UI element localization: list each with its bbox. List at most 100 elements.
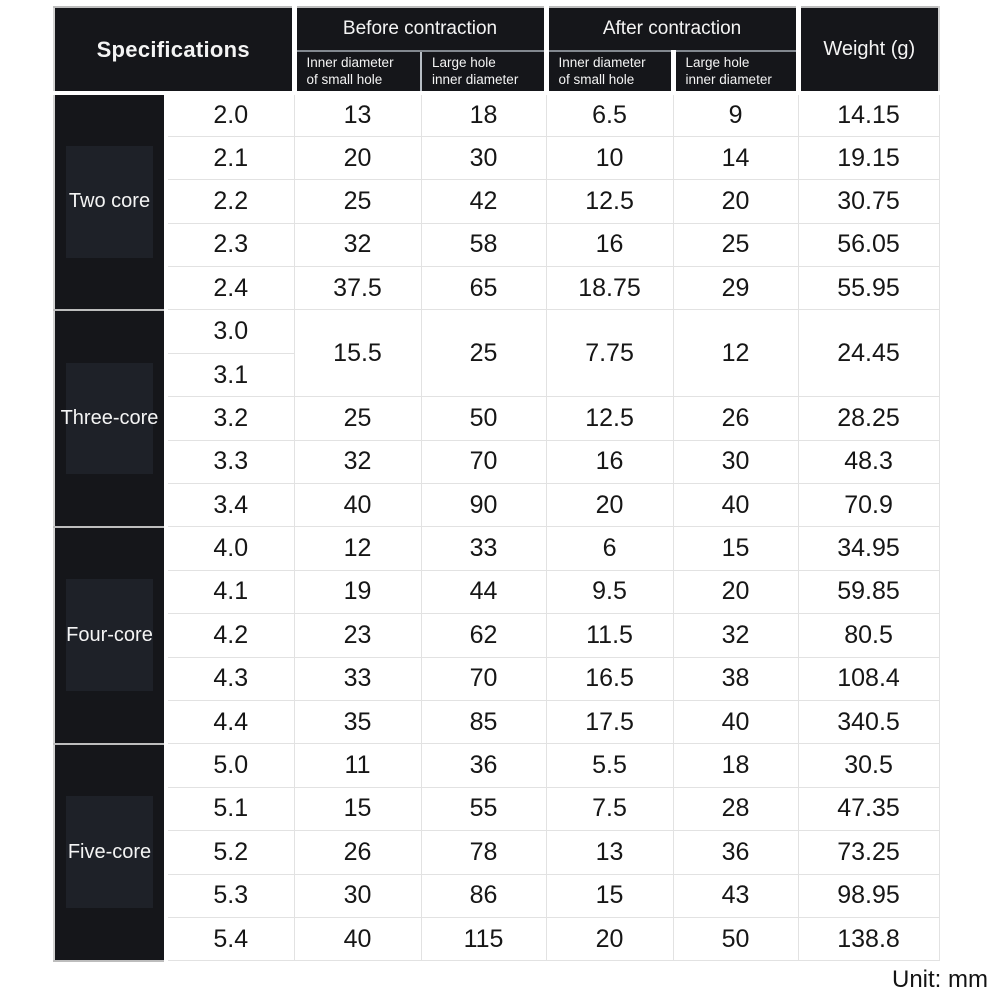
spec-cell: 3.1 — [165, 352, 295, 398]
before-small-hole-cell: 25 — [293, 396, 422, 441]
weight-cell: 34.95 — [797, 526, 940, 571]
spec-table: Specifications Before contraction After … — [52, 6, 941, 962]
spec-cell: 5.3 — [165, 873, 295, 918]
table-row: 5.1 15 55 7.5 28 47.35 — [54, 786, 940, 832]
after-large-hole-cell: 43 — [672, 873, 799, 918]
after-small-hole-cell: 9.5 — [545, 569, 674, 615]
specifications-header: Specifications — [52, 6, 297, 95]
before-large-hole-cell: 58 — [420, 222, 547, 268]
spec-cell: 4.0 — [165, 526, 295, 571]
after-large-hole-cell: 12 — [672, 309, 799, 398]
after-large-hole-cell: 26 — [672, 396, 799, 441]
spec-cell: 4.3 — [165, 656, 295, 701]
after-large-hole-cell: 25 — [672, 222, 799, 268]
after-small-hole-cell: 6.5 — [545, 92, 674, 137]
table-row: 5.3 30 86 15 43 98.95 — [54, 873, 940, 918]
before-small-hole-cell: 15 — [293, 786, 422, 832]
before-small-hole-cell: 19 — [293, 569, 422, 615]
weight-header: Weight (g) — [795, 6, 941, 95]
table-row: 3.1 — [54, 352, 939, 398]
before-small-hole-cell: 30 — [293, 873, 422, 918]
weight-cell: 70.9 — [797, 483, 940, 528]
before-small-hole-cell: 25 — [293, 179, 422, 224]
after-small-hole-cell: 16.5 — [545, 656, 674, 701]
before-large-hole-cell: 115 — [420, 916, 547, 962]
after-large-hole-cell: 36 — [672, 830, 799, 875]
spec-cell: 3.0 — [165, 309, 295, 354]
table-row: 4.2 23 62 11.5 32 80.5 — [54, 613, 940, 658]
before-small-hole-cell: 33 — [293, 656, 422, 701]
before-small-hole-cell: 23 — [293, 613, 422, 658]
weight-cell: 59.85 — [797, 569, 940, 615]
before-small-hole-cell: 20 — [293, 135, 422, 181]
before-large-hole-cell: 30 — [420, 135, 547, 181]
before-small-hole-cell: 15.5 — [293, 309, 422, 398]
weight-cell: 138.8 — [797, 916, 940, 962]
weight-cell: 14.15 — [797, 92, 940, 137]
subheader-after-inner-diameter-small-hole: Inner diameter of small hole — [546, 51, 676, 95]
after-small-hole-cell: 20 — [545, 916, 674, 962]
unit-note: Unit: mm — [892, 966, 988, 993]
before-small-hole-cell: 35 — [293, 699, 422, 745]
before-small-hole-cell: 26 — [293, 830, 422, 875]
weight-cell: 48.3 — [797, 439, 940, 485]
after-large-hole-cell: 18 — [672, 743, 799, 788]
table-row: 5.4 40 115 20 50 138.8 — [54, 916, 940, 962]
table-row: 2.1 20 30 10 14 19.15 — [54, 135, 940, 181]
table-row: Five-core 5.0 11 36 5.5 18 30.5 — [53, 742, 940, 962]
after-small-hole-cell: 16 — [545, 439, 674, 485]
table-row: Four-core 4.0 12 33 6 15 34.95 — [53, 525, 940, 745]
before-large-hole-cell: 85 — [420, 699, 547, 745]
before-small-hole-cell: 13 — [293, 92, 422, 137]
after-large-hole-cell: 20 — [672, 179, 799, 224]
before-small-hole-cell: 11 — [293, 743, 422, 788]
table-row: 4.3 33 70 16.5 38 108.4 — [54, 656, 940, 701]
before-large-hole-cell: 70 — [420, 656, 547, 701]
before-large-hole-cell: 44 — [420, 569, 547, 615]
after-small-hole-cell: 7.75 — [545, 309, 674, 398]
after-small-hole-cell: 20 — [545, 483, 674, 528]
after-contraction-header: After contraction — [543, 6, 801, 52]
before-small-hole-cell: 40 — [293, 483, 422, 528]
spec-cell: 3.3 — [165, 439, 295, 485]
after-large-hole-cell: 9 — [672, 92, 799, 137]
spec-cell: 2.2 — [165, 179, 295, 224]
spec-cell: 4.4 — [165, 699, 295, 745]
before-large-hole-cell: 42 — [420, 179, 547, 224]
spec-cell: 3.2 — [165, 396, 295, 441]
after-large-hole-cell: 14 — [672, 135, 799, 181]
before-small-hole-cell: 32 — [293, 222, 422, 268]
subheader-after-large-hole-inner-diameter: Large hole inner diameter — [672, 51, 801, 95]
after-small-hole-cell: 7.5 — [545, 786, 674, 832]
subheader-before-large-hole-inner-diameter: Large hole inner diameter — [420, 51, 549, 95]
weight-cell: 24.45 — [797, 309, 940, 398]
after-large-hole-cell: 50 — [672, 916, 799, 962]
before-contraction-header: Before contraction — [294, 6, 549, 52]
after-large-hole-cell: 28 — [672, 786, 799, 832]
before-large-hole-cell: 50 — [420, 396, 547, 441]
group-label-three-core: Three-core — [53, 308, 168, 528]
spec-cell: 2.3 — [165, 222, 295, 268]
group-label-two-core: Two core — [53, 92, 168, 311]
before-large-hole-cell: 65 — [420, 266, 547, 311]
spec-cell: 5.4 — [165, 916, 295, 962]
table-row: Three-core 3.0 15.5 25 7.75 12 24.45 — [53, 308, 940, 528]
before-large-hole-cell: 62 — [420, 613, 547, 658]
before-large-hole-cell: 25 — [420, 309, 547, 398]
spec-cell: 2.4 — [165, 266, 295, 311]
after-small-hole-cell: 13 — [545, 830, 674, 875]
before-large-hole-cell: 78 — [420, 830, 547, 875]
after-small-hole-cell: 10 — [545, 135, 674, 181]
before-small-hole-cell: 40 — [293, 916, 422, 962]
table-row: 5.2 26 78 13 36 73.25 — [54, 830, 940, 875]
before-large-hole-cell: 18 — [420, 92, 547, 137]
weight-cell: 98.95 — [797, 873, 940, 918]
after-large-hole-cell: 20 — [672, 569, 799, 615]
weight-cell: 47.35 — [797, 786, 940, 832]
table-row: 3.3 32 70 16 30 48.3 — [54, 439, 940, 485]
after-small-hole-cell: 18.75 — [545, 266, 674, 311]
before-large-hole-cell: 86 — [420, 873, 547, 918]
after-small-hole-cell: 17.5 — [545, 699, 674, 745]
spec-cell: 4.2 — [165, 613, 295, 658]
